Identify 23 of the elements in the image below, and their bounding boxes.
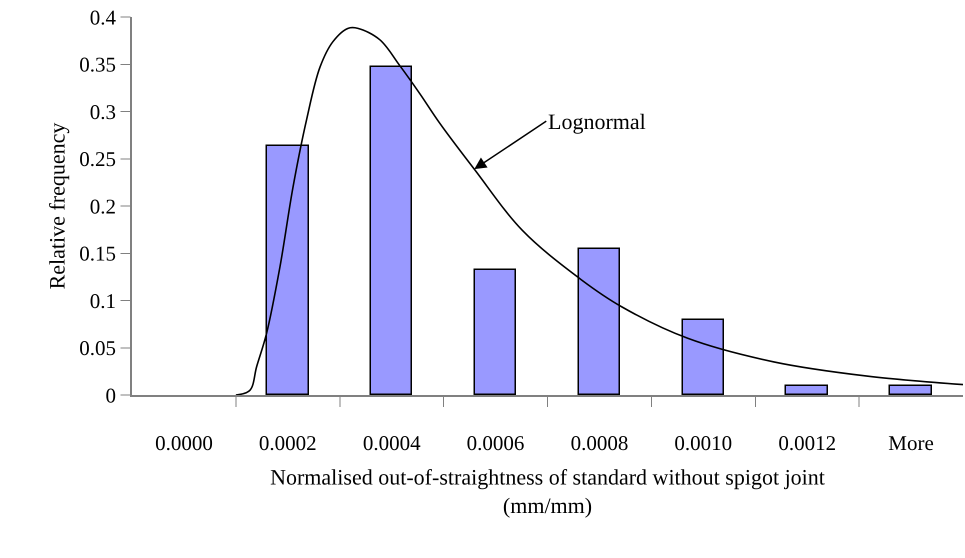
x-tick-label: 0.0012 bbox=[778, 430, 836, 455]
y-tick-label: 0.25 bbox=[79, 147, 116, 172]
x-tick-label: 0.0000 bbox=[155, 430, 213, 455]
y-tick-label: 0.35 bbox=[79, 52, 116, 77]
y-tick-label: 0.4 bbox=[90, 5, 117, 30]
line-series bbox=[235, 26, 963, 395]
x-tick-label: More bbox=[888, 430, 934, 455]
x-tick-label: 0.0008 bbox=[570, 430, 628, 455]
y-tick-label: 0.15 bbox=[79, 242, 116, 266]
y-axis-title: Relative frequency bbox=[44, 122, 70, 290]
text: Lognormal bbox=[548, 109, 646, 134]
y-tick-label: 0.1 bbox=[90, 288, 116, 313]
x-tick-label: 0.0010 bbox=[674, 430, 732, 455]
x-tick-label: 0.0004 bbox=[362, 430, 422, 455]
y-tick-label: 0 bbox=[106, 383, 116, 408]
y-tick-label: 0.05 bbox=[79, 336, 116, 360]
x-axis-title: Normalised out-of-straightness of standard without spigot joint (mm/mm) bbox=[270, 464, 825, 518]
bar bbox=[784, 384, 828, 395]
y-tick-label: 0.2 bbox=[90, 194, 116, 218]
x-tick-label: 0.0002 bbox=[258, 430, 317, 455]
x-tick-label: 0.0006 bbox=[466, 430, 524, 455]
bar bbox=[474, 268, 516, 395]
y-tick-label: 0.3 bbox=[90, 100, 116, 124]
